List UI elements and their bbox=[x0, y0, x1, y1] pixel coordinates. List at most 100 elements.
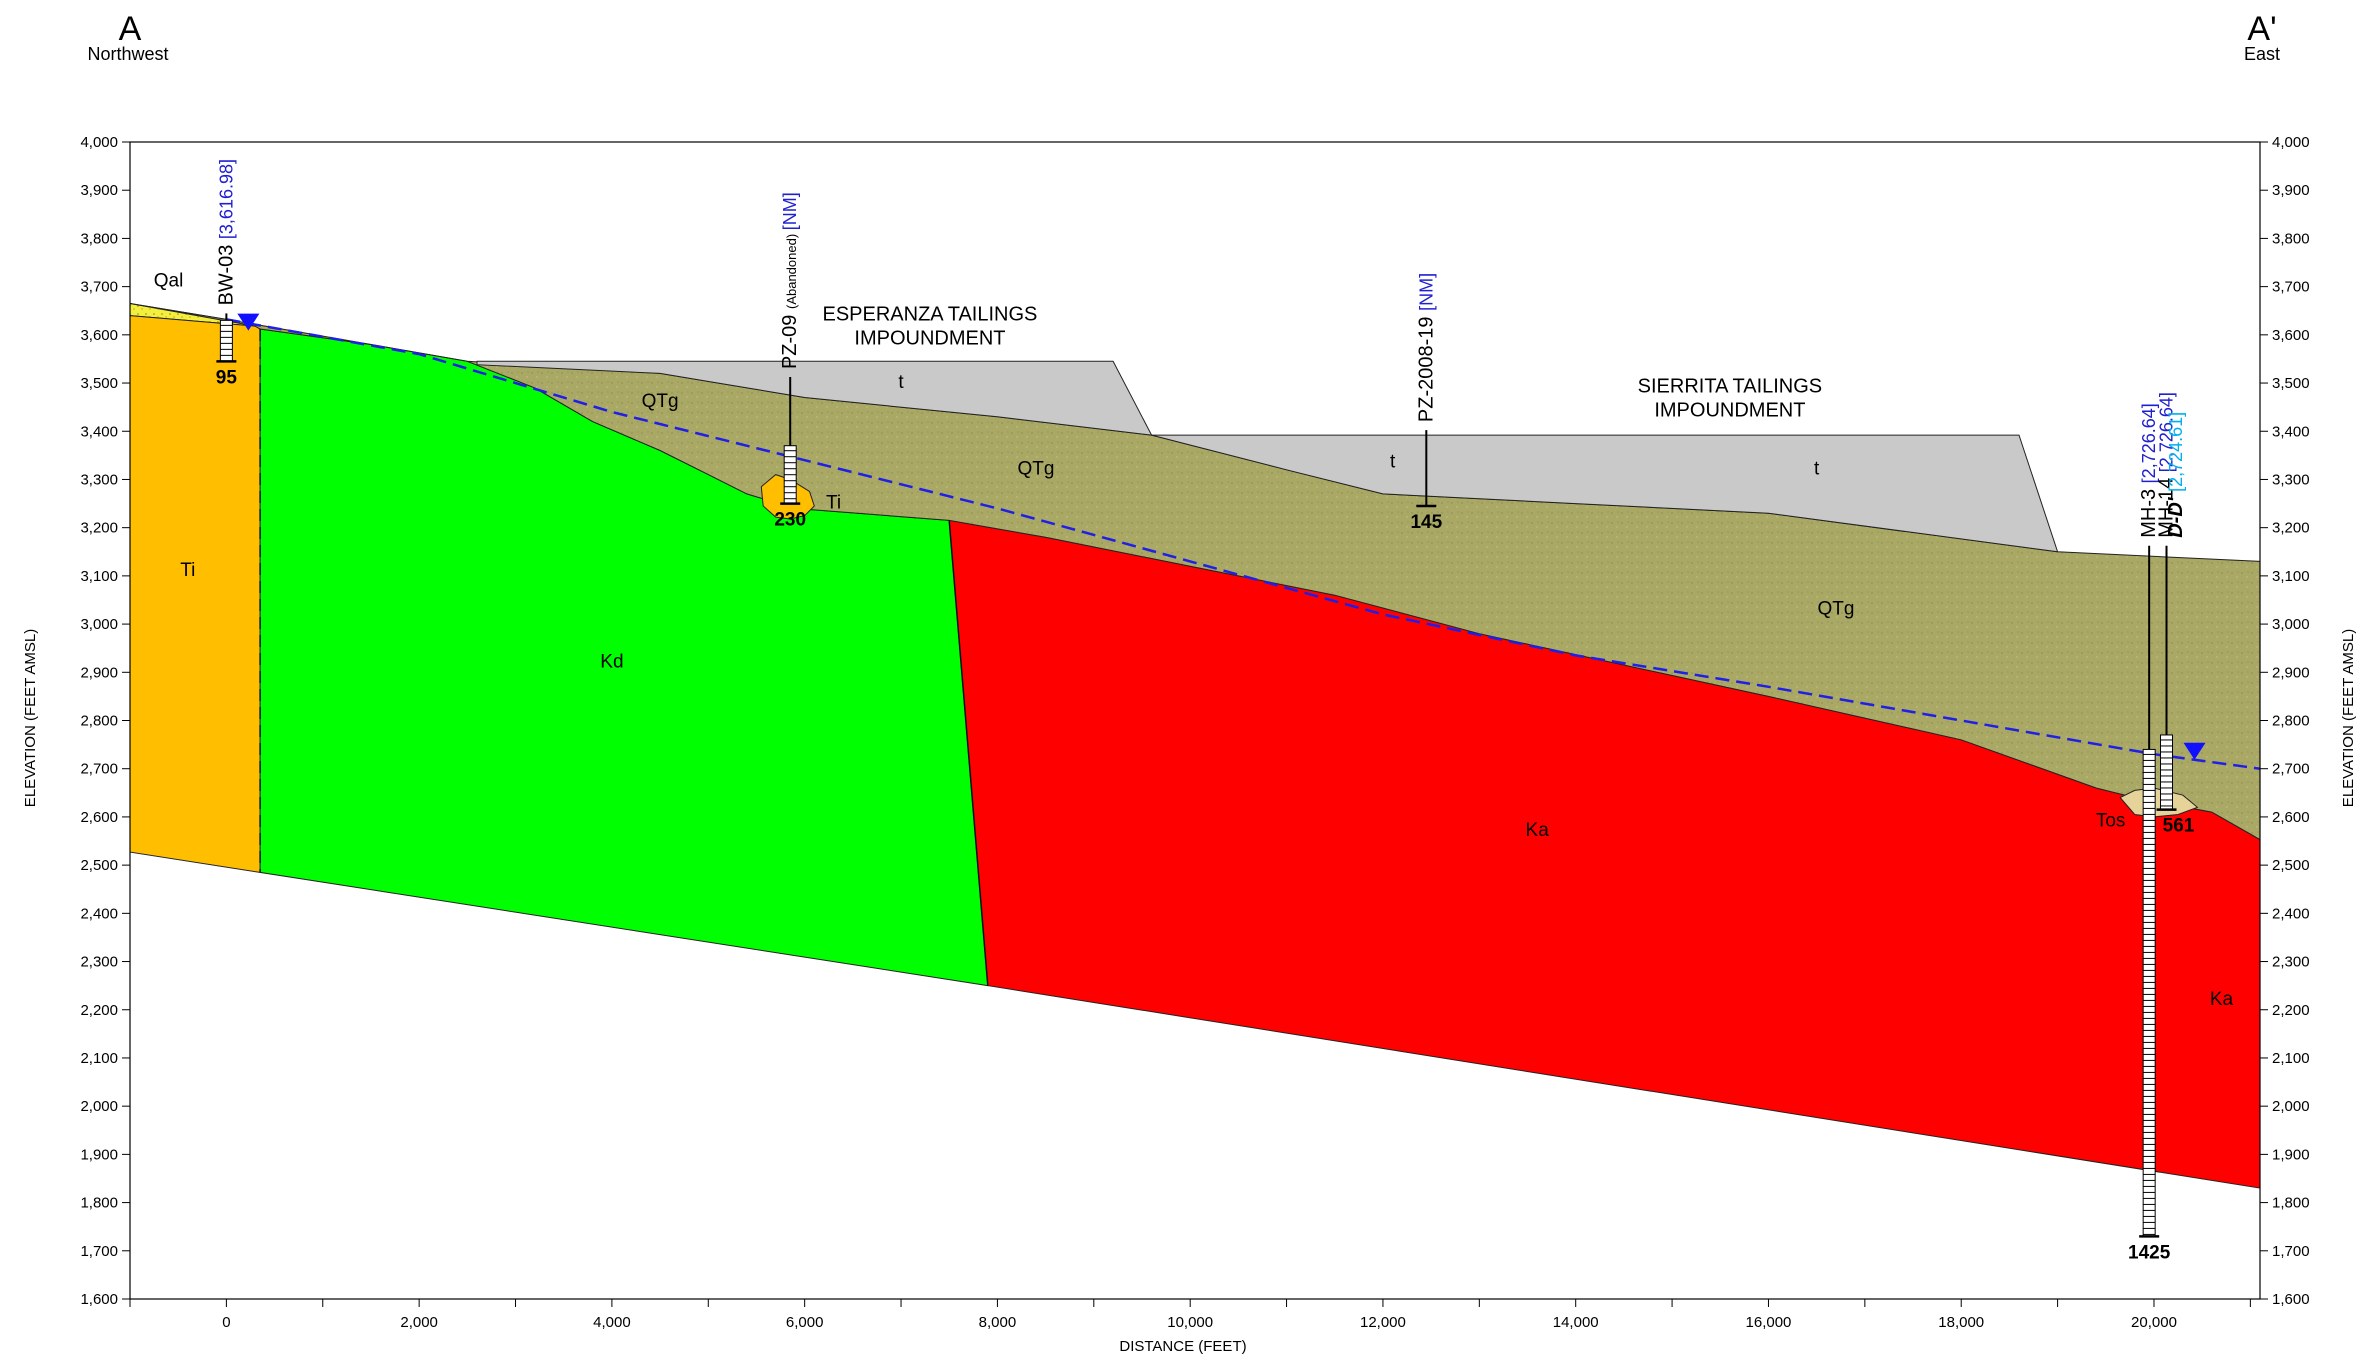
y-tick-label-right: 2,100 bbox=[2272, 1050, 2310, 1067]
y-tick-label-left: 2,700 bbox=[80, 761, 118, 778]
y-tick-label-right: 2,500 bbox=[2272, 857, 2310, 874]
y-tick-label-right: 3,400 bbox=[2272, 423, 2310, 440]
y-tick-label-left: 2,200 bbox=[80, 1002, 118, 1019]
y-tick-label-right: 3,000 bbox=[2272, 616, 2310, 633]
unit-label-qtg-7: QTg bbox=[1817, 598, 1854, 619]
well-name-text: BW-03 bbox=[215, 239, 237, 305]
cross-section-ref-label: D-D' [2,724.61] bbox=[2165, 412, 2187, 538]
well-label-pz-09: PZ-09 (Abandoned) [NM] bbox=[779, 192, 801, 369]
unit-label-t-10: t bbox=[1814, 459, 1820, 480]
x-tick-label: 18,000 bbox=[1938, 1314, 1984, 1331]
impoundment-line1: ESPERANZA TAILINGS bbox=[823, 303, 1038, 325]
y-tick-label-right: 3,200 bbox=[2272, 520, 2310, 537]
unit-label-t-8: t bbox=[898, 372, 904, 393]
well-elevation-text: [2,726.64] bbox=[2157, 392, 2177, 472]
y-tick-label-right: 3,500 bbox=[2272, 375, 2310, 392]
x-tick-label: 4,000 bbox=[593, 1314, 631, 1331]
y-tick-label-left: 3,400 bbox=[80, 423, 118, 440]
endpoint-left-label: A bbox=[119, 10, 142, 48]
x-axis-title: DISTANCE (FEET) bbox=[1119, 1338, 1246, 1355]
y-tick-label-right: 2,900 bbox=[2272, 664, 2310, 681]
contact-line-1 bbox=[948, 520, 989, 986]
endpoint-right-label: A' bbox=[2247, 10, 2276, 48]
well-depth-bw-03: 95 bbox=[216, 367, 238, 388]
unit-ti-1 bbox=[129, 315, 261, 873]
y-tick-label-left: 2,000 bbox=[80, 1098, 118, 1115]
unit-label-kd-2: Kd bbox=[600, 651, 623, 672]
unit-label-tos-12: Tos bbox=[2096, 811, 2126, 832]
y-tick-label-left: 2,300 bbox=[80, 954, 118, 971]
y-tick-label-right: 1,600 bbox=[2272, 1291, 2310, 1308]
well-name-text: PZ-09 bbox=[779, 309, 801, 369]
unit-label-ti-1: Ti bbox=[180, 560, 195, 581]
endpoint-right-direction: East bbox=[2244, 44, 2280, 64]
x-tick-label: 14,000 bbox=[1553, 1314, 1599, 1331]
well-elevation-text: [2,726.64] bbox=[2139, 403, 2159, 483]
y-tick-label-left: 3,800 bbox=[80, 230, 118, 247]
water-table-line bbox=[226, 318, 2261, 770]
impoundment-line2: IMPOUNDMENT bbox=[854, 327, 1005, 349]
x-tick-label: 12,000 bbox=[1360, 1314, 1406, 1331]
y-tick-label-right: 2,200 bbox=[2272, 1002, 2310, 1019]
y-tick-label-left: 3,100 bbox=[80, 568, 118, 585]
x-tick-label: 2,000 bbox=[400, 1314, 438, 1331]
geologic-contacts bbox=[259, 329, 989, 986]
y-tick-label-right: 3,900 bbox=[2272, 182, 2310, 199]
well-screen-mh-3 bbox=[2142, 748, 2156, 1237]
cross-section-ref-text: D-D' bbox=[2165, 492, 2187, 538]
well-name-text: PZ-2008-19 bbox=[1415, 311, 1437, 422]
well-note-text: (Abandoned) bbox=[784, 230, 799, 309]
wells: BW-03 [3,616.98] 95 PZ-09 (Abandoned) [NM]… bbox=[215, 159, 2206, 1263]
x-tick-label: 20,000 bbox=[2131, 1314, 2177, 1331]
unit-label-ka-4: Ka bbox=[2210, 989, 2234, 1010]
y-tick-label-left: 2,500 bbox=[80, 857, 118, 874]
unit-label-qtg-6: QTg bbox=[1017, 459, 1054, 480]
x-tick-label: 0 bbox=[222, 1314, 230, 1331]
well-depth-pz-2008-19: 145 bbox=[1410, 512, 1442, 533]
well-name-text: MH-3 bbox=[2138, 483, 2160, 537]
impoundment-label-1: SIERRITA TAILINGS IMPOUNDMENT bbox=[1638, 376, 1823, 422]
unit-label-qtg-5: QTg bbox=[642, 391, 679, 412]
y-tick-label-right: 3,100 bbox=[2272, 568, 2310, 585]
y-tick-label-left: 1,700 bbox=[80, 1243, 118, 1260]
x-tick-label: 6,000 bbox=[786, 1314, 824, 1331]
well-depth-pz-09: 230 bbox=[774, 510, 806, 531]
x-tick-label: 16,000 bbox=[1746, 1314, 1792, 1331]
y-tick-label-left: 3,500 bbox=[80, 375, 118, 392]
y-tick-label-right: 2,700 bbox=[2272, 761, 2310, 778]
impoundment-labels: ESPERANZA TAILINGS IMPOUNDMENT SIERRITA TA… bbox=[823, 303, 1823, 421]
water-table bbox=[226, 318, 2261, 770]
y-tick-label-right: 3,300 bbox=[2272, 471, 2310, 488]
well-label-mh-14: MH-14 [2,726.64] bbox=[2156, 392, 2178, 538]
y-axis-title-right: ELEVATION (FEET AMSL) bbox=[2340, 629, 2357, 807]
y-tick-label-right: 3,700 bbox=[2272, 279, 2310, 296]
x-tick-label: 10,000 bbox=[1167, 1314, 1213, 1331]
unit-label-t-9: t bbox=[1390, 451, 1396, 472]
impoundment-label-0: ESPERANZA TAILINGS IMPOUNDMENT bbox=[823, 303, 1038, 349]
y-tick-label-right: 2,400 bbox=[2272, 905, 2310, 922]
y-axis-title-left: ELEVATION (FEET AMSL) bbox=[22, 629, 39, 807]
unit-t-5 bbox=[476, 360, 1153, 436]
unit-label-ti-11: Ti bbox=[826, 492, 841, 513]
y-tick-label-right: 1,800 bbox=[2272, 1195, 2310, 1212]
unit-label-qal-0: Qal bbox=[154, 271, 184, 292]
well-elevation-text: [3,616.98] bbox=[216, 159, 236, 239]
y-tick-label-left: 2,900 bbox=[80, 664, 118, 681]
impoundment-line1: SIERRITA TAILINGS bbox=[1638, 376, 1823, 398]
well-depth-mh-14: 561 bbox=[2163, 816, 2195, 837]
y-tick-label-left: 1,600 bbox=[80, 1291, 118, 1308]
y-tick-label-right: 2,000 bbox=[2272, 1098, 2310, 1115]
well-depth-mh-3: 1425 bbox=[2128, 1242, 2171, 1263]
water-level-marker-mh-14 bbox=[2183, 742, 2206, 760]
y-tick-label-left: 1,800 bbox=[80, 1195, 118, 1212]
y-tick-label-left: 2,800 bbox=[80, 713, 118, 730]
y-tick-label-left: 2,400 bbox=[80, 905, 118, 922]
y-tick-label-left: 4,000 bbox=[80, 134, 118, 151]
well-name-text: MH-14 bbox=[2156, 472, 2178, 538]
inclusion-tos-1 bbox=[2119, 787, 2199, 818]
water-level-marker-bw-03 bbox=[237, 313, 260, 331]
y-tick-label-left: 3,700 bbox=[80, 279, 118, 296]
unit-t-6 bbox=[1151, 434, 2059, 553]
endpoint-left-direction: Northwest bbox=[87, 44, 168, 64]
